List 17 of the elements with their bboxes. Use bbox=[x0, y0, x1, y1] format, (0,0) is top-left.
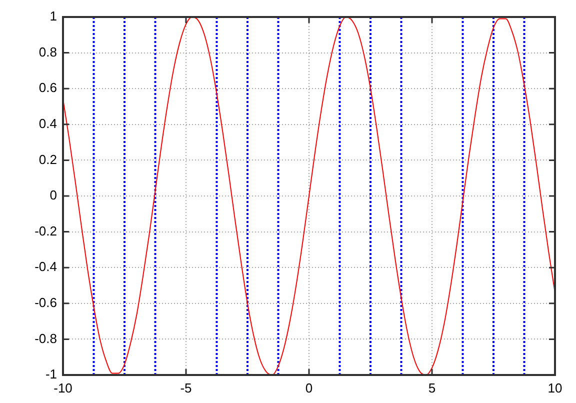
y-tick-label: -0.2 bbox=[34, 223, 57, 238]
y-tick-label: 0 bbox=[50, 188, 57, 203]
y-tick-label: -1 bbox=[45, 366, 57, 382]
y-tick-label: 0.8 bbox=[38, 44, 57, 60]
y-tick-label: 1 bbox=[50, 8, 57, 24]
y-tick-label: -0.8 bbox=[34, 330, 57, 346]
x-tick-label: 10 bbox=[548, 380, 562, 396]
y-tick-label: 0.4 bbox=[38, 116, 57, 131]
y-tick-label: 0.6 bbox=[38, 80, 57, 96]
y-tick-label: -0.4 bbox=[34, 259, 57, 274]
x-tick-label: 0 bbox=[305, 380, 313, 396]
y-tick-label: -0.6 bbox=[34, 294, 57, 310]
line-series bbox=[63, 17, 555, 375]
x-tick-label: 5 bbox=[428, 380, 436, 396]
x-tick-label: -5 bbox=[180, 380, 192, 396]
x-tick-label: -10 bbox=[54, 380, 72, 396]
y-tick-label: 0.2 bbox=[38, 152, 57, 167]
